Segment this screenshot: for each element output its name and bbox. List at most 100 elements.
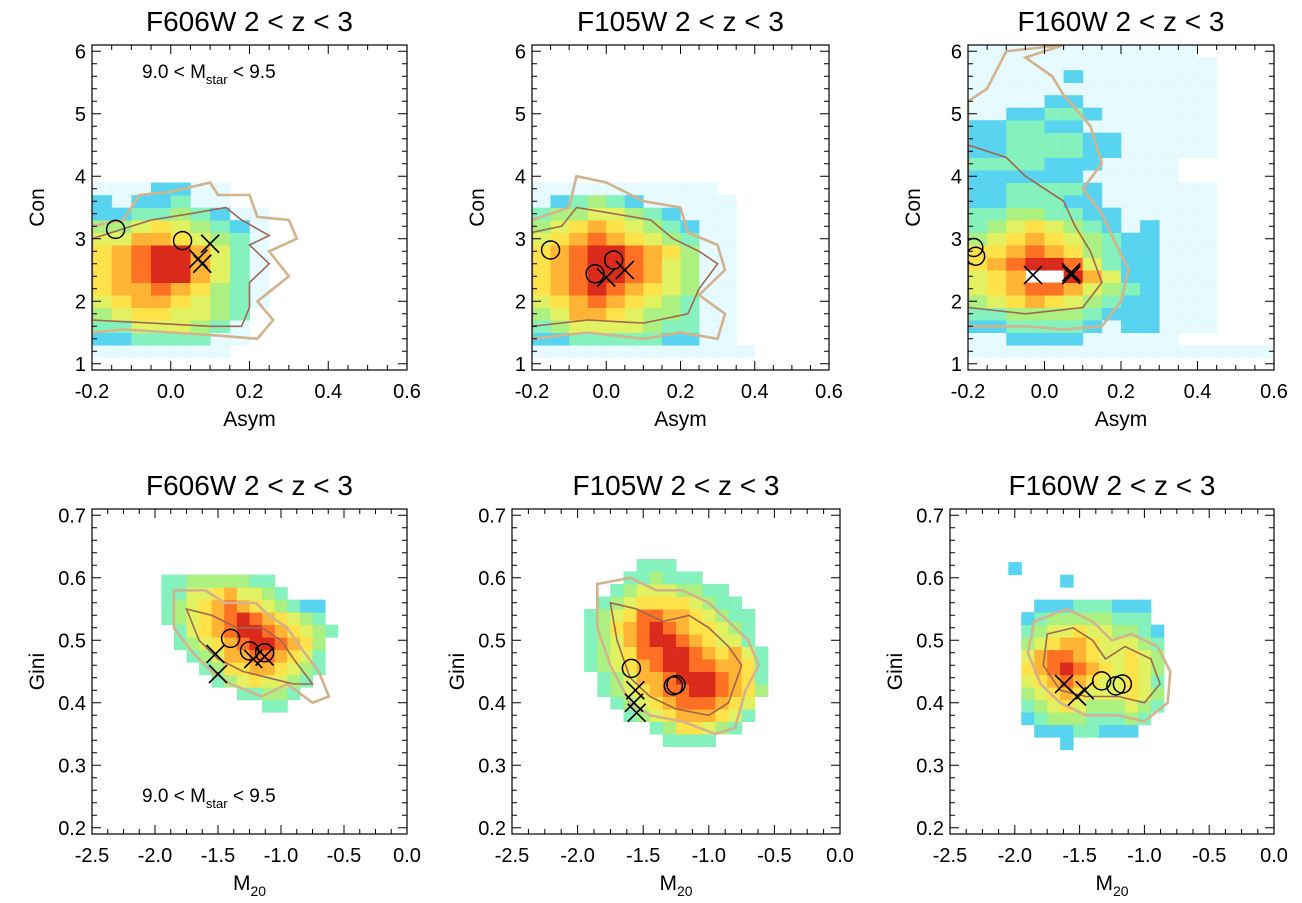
heat-cell xyxy=(1047,637,1061,651)
heat-cell xyxy=(699,282,719,296)
heat-cell xyxy=(1044,232,1065,246)
heat-cell xyxy=(680,245,700,258)
circle-marker xyxy=(663,676,684,696)
heat-cell xyxy=(584,659,598,672)
cross-stroke xyxy=(1075,680,1095,700)
heat-cell xyxy=(702,734,716,747)
heat-cell xyxy=(190,220,211,233)
heat-cell xyxy=(1063,145,1084,158)
heat-cell xyxy=(702,671,716,685)
heat-cell xyxy=(236,612,250,626)
heat-cell xyxy=(624,182,644,196)
heat-cell xyxy=(229,257,250,271)
heat-cell xyxy=(1178,45,1198,58)
heat-cell xyxy=(661,182,681,196)
heat-cell xyxy=(643,182,663,196)
heat-cell xyxy=(623,709,638,722)
heat-cell xyxy=(1121,45,1141,58)
heat-cell xyxy=(229,220,250,233)
heat-cell xyxy=(1101,182,1122,196)
heat-cell xyxy=(1159,345,1179,358)
circle-marker xyxy=(105,219,126,240)
heat-cell xyxy=(1073,612,1087,626)
heat-cell xyxy=(754,684,769,697)
heat-cell xyxy=(1197,220,1218,233)
heat-cell xyxy=(1025,282,1045,296)
cross-stroke xyxy=(188,249,208,269)
circle-marker xyxy=(254,643,275,663)
y-tick-label: 0.7 xyxy=(478,505,506,527)
heat-cell xyxy=(1044,295,1065,308)
heat-cell xyxy=(1101,207,1122,221)
heat-cell xyxy=(606,295,626,308)
heat-cell xyxy=(717,332,737,346)
heat-cell xyxy=(987,107,1007,121)
heat-cell xyxy=(624,270,644,283)
heat-cell xyxy=(1082,207,1103,221)
heat-cell xyxy=(1044,182,1065,196)
x-tick-label: 0.6 xyxy=(393,381,421,403)
y-tick-label: 2 xyxy=(951,291,962,313)
heat-cell xyxy=(1140,320,1160,333)
heat-cell xyxy=(190,307,211,321)
heat-cell xyxy=(1063,95,1084,108)
y-tick-label: 0.4 xyxy=(58,693,86,715)
heat-cell xyxy=(1197,70,1218,83)
heat-cell xyxy=(173,574,187,588)
heat-cell xyxy=(1137,674,1152,688)
panel-3: -0.2 0.0 0.2 0.4 0.6 1 2 3 4 5 6 F160W 2 < z < 3 Asy… xyxy=(902,6,1288,431)
heat-cell xyxy=(987,282,1007,296)
heat-cell xyxy=(680,345,700,358)
y-tick-label: 4 xyxy=(75,166,86,188)
heat-cell xyxy=(199,649,213,663)
heat-cell xyxy=(584,646,598,660)
heat-cell xyxy=(274,624,288,638)
heat-cell xyxy=(111,307,132,321)
heat-cell xyxy=(1159,307,1179,321)
heat-cell xyxy=(1140,295,1160,308)
heat-cell xyxy=(92,345,113,358)
heat-cell xyxy=(229,270,250,283)
heat-cell xyxy=(249,612,263,626)
cross-marker xyxy=(205,644,226,664)
y-tick-label: 3 xyxy=(75,229,86,251)
heat-cell xyxy=(676,659,690,672)
heat-cell xyxy=(680,182,700,196)
heat-cell xyxy=(1006,232,1026,246)
heat-cell xyxy=(211,599,225,613)
heat-cell xyxy=(1178,207,1198,221)
heat-cell xyxy=(1121,320,1141,333)
x-tick-label: -2.5 xyxy=(75,845,109,867)
heat-cell xyxy=(1121,207,1141,221)
heat-cell xyxy=(1034,599,1048,613)
heat-cell xyxy=(1063,120,1084,133)
heat-cell xyxy=(715,584,729,597)
heat-cell xyxy=(1140,107,1160,121)
heat-cell xyxy=(968,157,988,171)
heat-cell xyxy=(1137,687,1152,701)
heat-cell xyxy=(1025,257,1045,271)
heat-cell xyxy=(1101,107,1122,121)
heat-cell xyxy=(1008,562,1022,576)
heat-cell xyxy=(676,709,690,722)
heat-cell xyxy=(1121,307,1141,321)
heat-cell xyxy=(550,195,570,208)
heat-cell xyxy=(699,320,719,333)
heat-cell xyxy=(186,649,200,663)
heat-cell xyxy=(676,596,690,610)
heat-cell xyxy=(741,671,756,685)
heat-cell xyxy=(689,571,703,585)
cross-marker xyxy=(208,664,228,684)
heat-cell xyxy=(1121,70,1141,83)
heat-cell xyxy=(661,345,681,358)
heat-cell xyxy=(249,637,263,651)
heat-cell xyxy=(190,295,211,308)
heat-cell xyxy=(1197,120,1218,133)
heat-cell xyxy=(649,571,664,585)
y-tick-label: 0.2 xyxy=(916,818,944,840)
heat-cell xyxy=(92,207,113,221)
heat-cell xyxy=(987,120,1007,133)
heat-cell xyxy=(1124,637,1139,651)
heat-cell xyxy=(968,195,988,208)
heat-cell xyxy=(1159,95,1179,108)
